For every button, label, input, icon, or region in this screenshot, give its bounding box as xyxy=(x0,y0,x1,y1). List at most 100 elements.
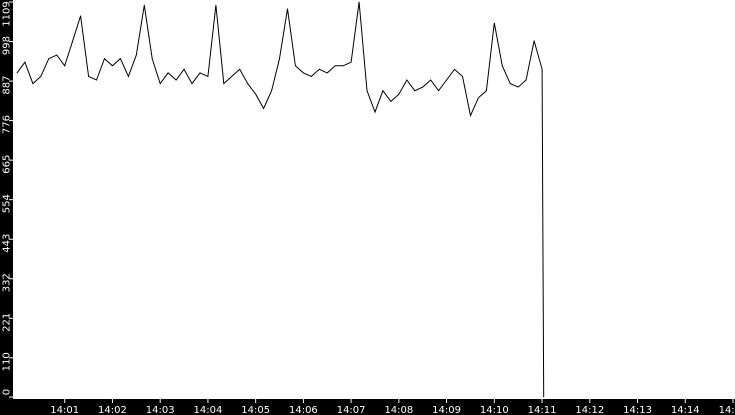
data-point xyxy=(96,79,97,81)
x-tick-label: 14:09 xyxy=(432,405,461,415)
x-tick-label: 14:15 xyxy=(719,405,735,415)
data-point xyxy=(247,83,249,84)
x-tick-label: 14:01 xyxy=(50,405,79,415)
data-point xyxy=(302,72,304,74)
data-point xyxy=(509,83,511,84)
data-point xyxy=(32,83,34,84)
data-point xyxy=(446,79,447,81)
data-point xyxy=(525,79,527,81)
x-axis-ticks: 14:01 14:02 14:03 14:04 14:05 14:06 14:07 14:08… xyxy=(50,399,735,415)
data-point xyxy=(414,90,416,92)
data-point xyxy=(517,86,519,88)
data-point xyxy=(271,90,272,92)
data-point xyxy=(80,15,82,17)
data-point xyxy=(454,68,455,70)
data-point xyxy=(485,90,487,92)
data-point xyxy=(422,86,424,88)
data-point xyxy=(462,76,463,77)
data-point xyxy=(263,108,265,109)
data-point xyxy=(215,4,217,6)
data-point xyxy=(334,65,336,67)
data-point xyxy=(533,40,535,42)
data-point xyxy=(478,97,479,99)
data-point xyxy=(112,65,113,67)
x-tick-label: 14:07 xyxy=(337,405,366,415)
data-point xyxy=(390,100,392,102)
data-point xyxy=(151,58,153,60)
y-axis-ticks: 0 110 221 332 443 554 665 776 887 998 1109 xyxy=(2,1,13,398)
data-point xyxy=(295,65,296,67)
data-point xyxy=(104,58,105,60)
y-tick-label: 332 xyxy=(2,273,13,292)
data-point xyxy=(255,93,257,95)
y-tick-label: 1109 xyxy=(2,1,13,26)
data-point xyxy=(541,68,543,70)
data-point xyxy=(406,79,408,81)
y-tick-label: 776 xyxy=(2,115,13,134)
plot-area xyxy=(13,0,735,399)
data-point xyxy=(120,58,121,60)
data-point xyxy=(231,76,233,77)
data-point xyxy=(358,1,360,3)
data-point xyxy=(239,68,241,70)
data-point xyxy=(167,72,169,74)
data-point xyxy=(223,83,225,84)
y-tick-label: 0 xyxy=(2,389,13,395)
x-tick-label: 14:06 xyxy=(289,405,318,415)
data-point xyxy=(207,76,209,77)
data-point xyxy=(430,79,432,81)
x-tick-label: 14:05 xyxy=(241,405,270,415)
y-tick-label: 554 xyxy=(2,194,13,213)
x-tick-label: 14:10 xyxy=(480,405,509,415)
data-point xyxy=(350,61,352,63)
y-tick-label: 221 xyxy=(2,313,13,332)
data-point xyxy=(127,76,129,77)
data-point xyxy=(342,65,344,67)
data-point xyxy=(438,90,440,92)
data-point xyxy=(191,83,193,84)
y-tick-label: 998 xyxy=(2,36,13,55)
data-point xyxy=(199,72,201,74)
y-tick-label: 110 xyxy=(2,352,13,371)
y-tick-label: 443 xyxy=(2,234,13,253)
data-point xyxy=(135,54,137,56)
data-point xyxy=(143,4,145,6)
y-tick-label: 887 xyxy=(2,76,13,95)
series-group xyxy=(16,1,545,398)
data-point xyxy=(24,61,26,63)
x-tick-label: 14:14 xyxy=(671,405,700,415)
data-point xyxy=(470,115,471,117)
x-tick-label: 14:11 xyxy=(528,405,557,415)
y-tick-label: 665 xyxy=(2,155,13,174)
x-tick-label: 14:03 xyxy=(146,405,175,415)
x-tick-label: 14:04 xyxy=(194,405,223,415)
x-tick-label: 14:02 xyxy=(98,405,127,415)
data-point xyxy=(159,83,161,84)
data-point xyxy=(366,90,368,92)
data-point xyxy=(543,396,545,398)
data-point xyxy=(287,8,288,10)
data-point xyxy=(310,76,312,77)
data-point xyxy=(382,90,384,92)
x-tick-label: 14:12 xyxy=(575,405,604,415)
data-point xyxy=(501,65,503,67)
x-axis-bar xyxy=(0,399,735,415)
data-point xyxy=(40,76,42,77)
data-point xyxy=(318,68,320,70)
data-point xyxy=(493,22,495,24)
data-point xyxy=(326,72,328,74)
x-tick-label: 14:08 xyxy=(384,405,413,415)
y-axis-bar xyxy=(0,0,13,415)
data-point xyxy=(175,79,177,81)
data-point xyxy=(64,65,66,67)
data-point xyxy=(183,68,185,70)
data-point xyxy=(88,76,89,77)
data-point xyxy=(72,40,74,42)
data-point xyxy=(16,72,18,74)
data-point xyxy=(374,111,376,113)
data-point xyxy=(398,93,400,95)
data-point xyxy=(48,58,50,60)
data-point xyxy=(542,238,544,240)
data-point xyxy=(279,58,280,60)
